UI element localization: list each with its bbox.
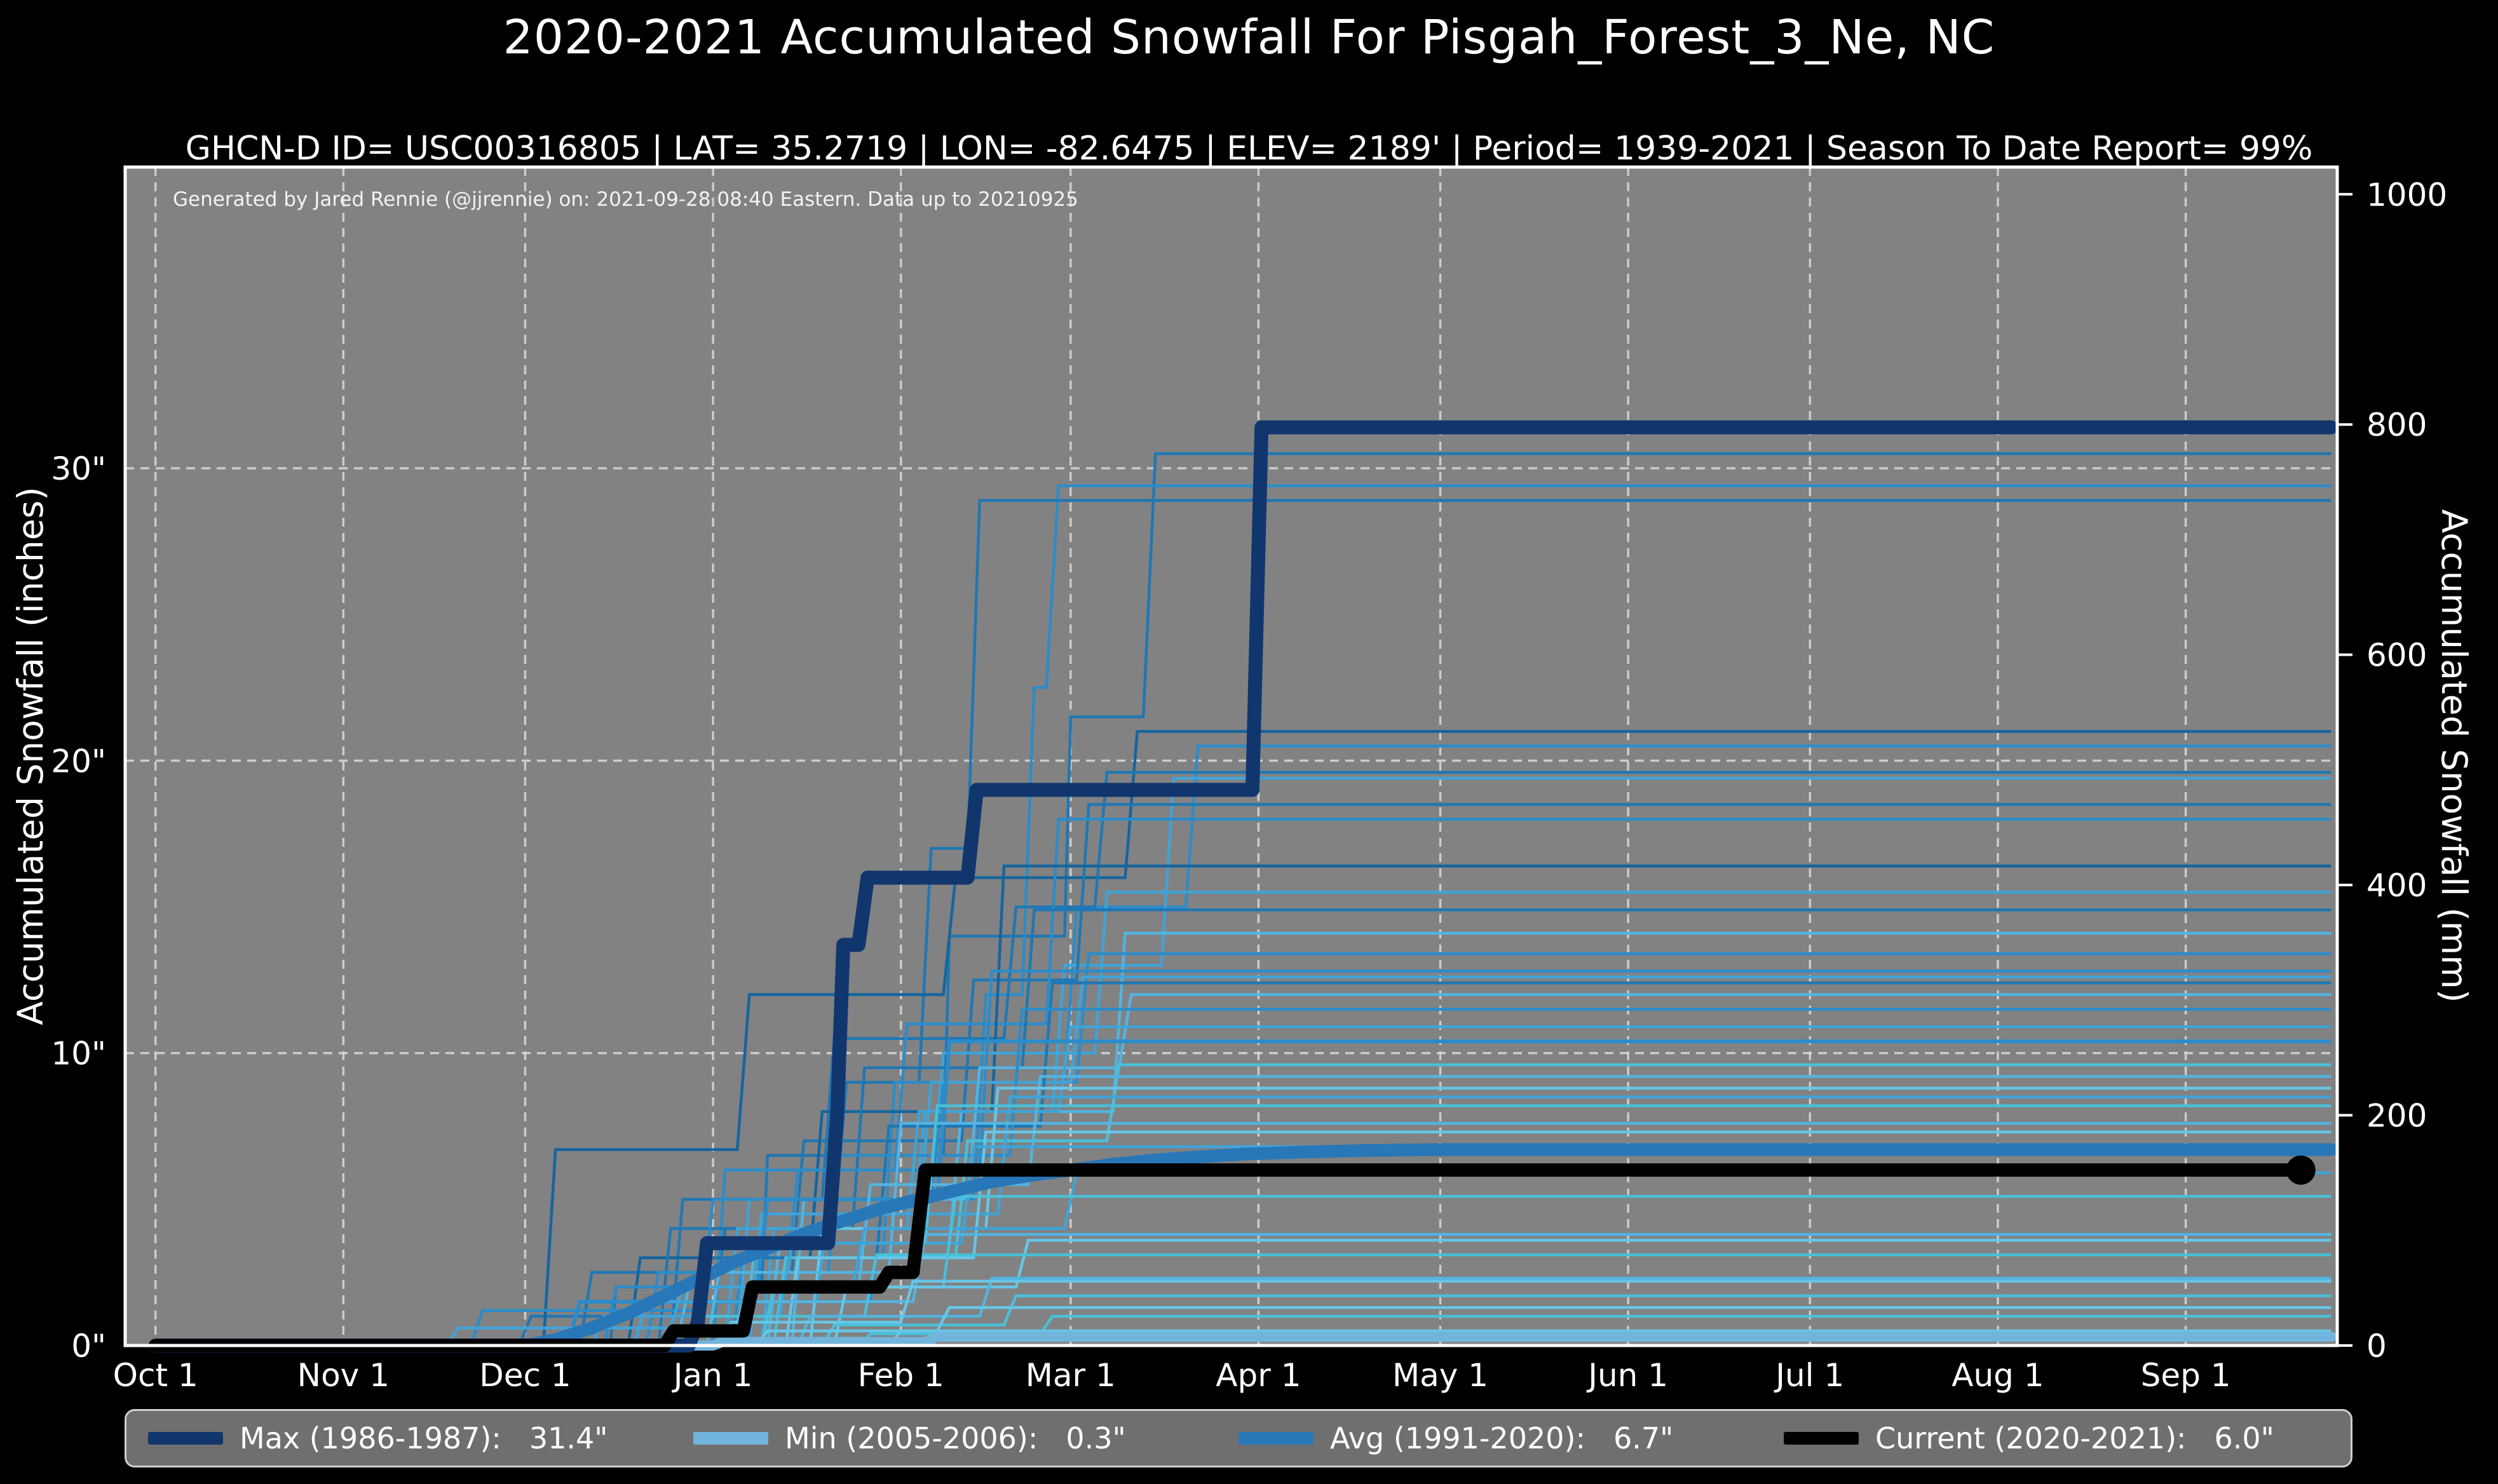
legend-label: Current (2020-2021): [1875, 1421, 2187, 1455]
right-axis-title: Accumulated Snowfall (mm) [2434, 509, 2474, 1003]
left-tick-label: 10" [51, 1035, 106, 1072]
avg-line-swatch [1239, 1432, 1313, 1445]
current-line-swatch [1784, 1432, 1859, 1445]
right-tick-label: 800 [2366, 407, 2427, 443]
legend-value: 31.4" [529, 1421, 608, 1455]
current-end-marker [2286, 1155, 2316, 1185]
history-season-line [832, 1239, 2332, 1346]
history-season-line [627, 864, 2332, 1346]
series-line-max-1986-1987- [148, 420, 2338, 1352]
x-tick-label: Jun 1 [1586, 1357, 1668, 1394]
x-tick-label: Jul 1 [1774, 1357, 1844, 1394]
x-tick-label: Apr 1 [1216, 1357, 1301, 1394]
x-tick-label: May 1 [1392, 1357, 1488, 1394]
legend-label: Min (2005-2006): [785, 1421, 1038, 1455]
left-tick-label: 30" [51, 450, 106, 487]
attribution-text: Generated by Jared Rennie (@jjrennie) on… [173, 188, 1078, 211]
x-tick-label: Nov 1 [297, 1357, 390, 1394]
x-tick-label: Sep 1 [2141, 1357, 2231, 1394]
history-season-line [657, 908, 2332, 1346]
legend-value: 6.0" [2214, 1421, 2274, 1455]
legend-value: 0.3" [1066, 1421, 1126, 1455]
history-season-line [602, 969, 2332, 1346]
right-tick-label: 1000 [2366, 177, 2447, 213]
right-tick-label: 400 [2366, 867, 2427, 904]
legend-value: 6.7" [1613, 1421, 1674, 1455]
history-season-line [541, 730, 2332, 1346]
left-tick-label: 20" [51, 743, 106, 779]
x-tick-label: Mar 1 [1026, 1357, 1116, 1394]
max-line-swatch [148, 1432, 223, 1445]
x-tick-label: Aug 1 [1952, 1357, 2044, 1394]
right-tick-label: 600 [2366, 637, 2427, 674]
min-line-swatch [693, 1432, 768, 1445]
history-season-line [772, 1063, 2332, 1346]
legend-label: Avg (1991-2020): [1330, 1421, 1585, 1455]
plot-border [123, 165, 2339, 1347]
history-season-line [796, 1276, 2332, 1346]
history-season-line [748, 975, 2332, 1346]
right-tick-label: 200 [2366, 1098, 2427, 1135]
history-season-line [723, 1025, 2332, 1346]
history-season-line [711, 818, 2332, 1346]
series-line-current-2020-2021- [149, 1163, 2308, 1352]
x-tick-label: Oct 1 [113, 1357, 198, 1394]
legend-label: Max (1986-1987): [240, 1421, 501, 1455]
legend-item-min: Min (2005-2006): 0.3" [693, 1421, 1239, 1455]
legend-item-avg: Avg (1991-2020): 6.7" [1239, 1421, 1784, 1455]
series-line-avg-1991-2020- [519, 1143, 2338, 1352]
station-metadata-subtitle: GHCN-D ID= USC00316805 | LAT= 35.2719 | … [185, 130, 2313, 168]
legend: Max (1986-1987): 31.4" Min (2005-2006): … [125, 1409, 2352, 1467]
legend-item-max: Max (1986-1987): 31.4" [148, 1421, 693, 1455]
left-tick-label: 0" [71, 1328, 106, 1365]
x-tick-label: Jan 1 [672, 1357, 753, 1394]
x-tick-label: Dec 1 [479, 1357, 571, 1394]
legend-item-current: Current (2020-2021): 6.0" [1784, 1421, 2329, 1455]
history-season-line [566, 1039, 2332, 1346]
right-tick-label: 0 [2366, 1328, 2387, 1365]
left-axis-title: Accumulated Snowfall (inches) [10, 487, 51, 1025]
x-tick-label: Feb 1 [858, 1357, 944, 1394]
page-title: 2020-2021 Accumulated Snowfall For Pisga… [503, 10, 1995, 65]
